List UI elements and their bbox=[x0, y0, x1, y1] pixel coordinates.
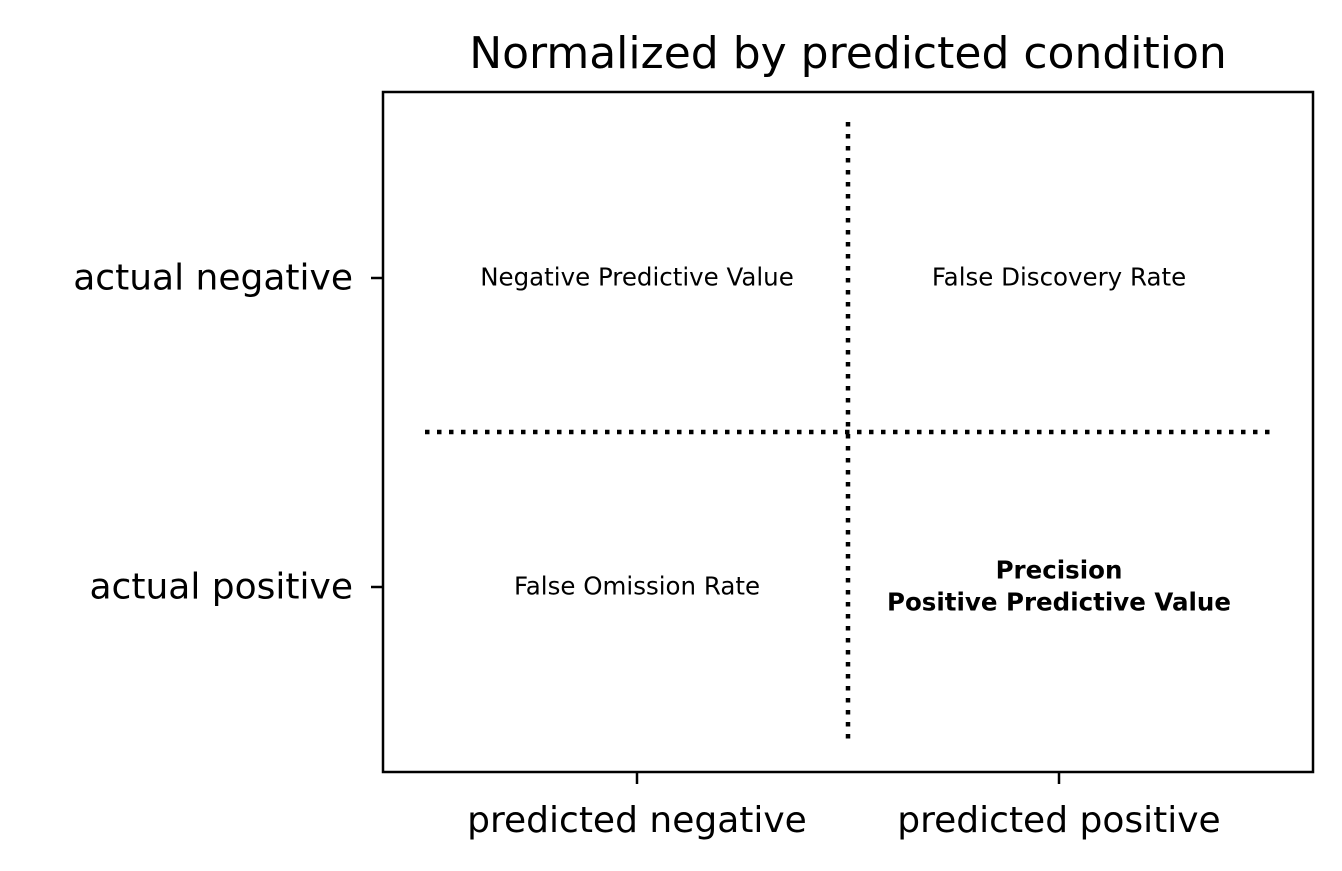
y-tick-label-actual-negative: actual negative bbox=[73, 258, 353, 299]
y-tick-label-actual-positive: actual positive bbox=[90, 567, 354, 608]
cell-negative-predictive-value: Negative Predictive Value bbox=[480, 263, 794, 292]
plot-frame bbox=[381, 90, 1315, 774]
x-tick-label-predicted-negative: predicted negative bbox=[467, 800, 807, 841]
cell-false-omission-rate: False Omission Rate bbox=[514, 572, 760, 601]
cell-precision-label: Precision bbox=[996, 556, 1123, 585]
cell-positive-predictive-value-label: Positive Predictive Value bbox=[887, 588, 1231, 617]
x-tick-label-predicted-positive: predicted positive bbox=[897, 800, 1220, 841]
cell-false-discovery-rate: False Discovery Rate bbox=[932, 263, 1186, 292]
diagram-title: Normalized by predicted condition bbox=[469, 28, 1227, 79]
